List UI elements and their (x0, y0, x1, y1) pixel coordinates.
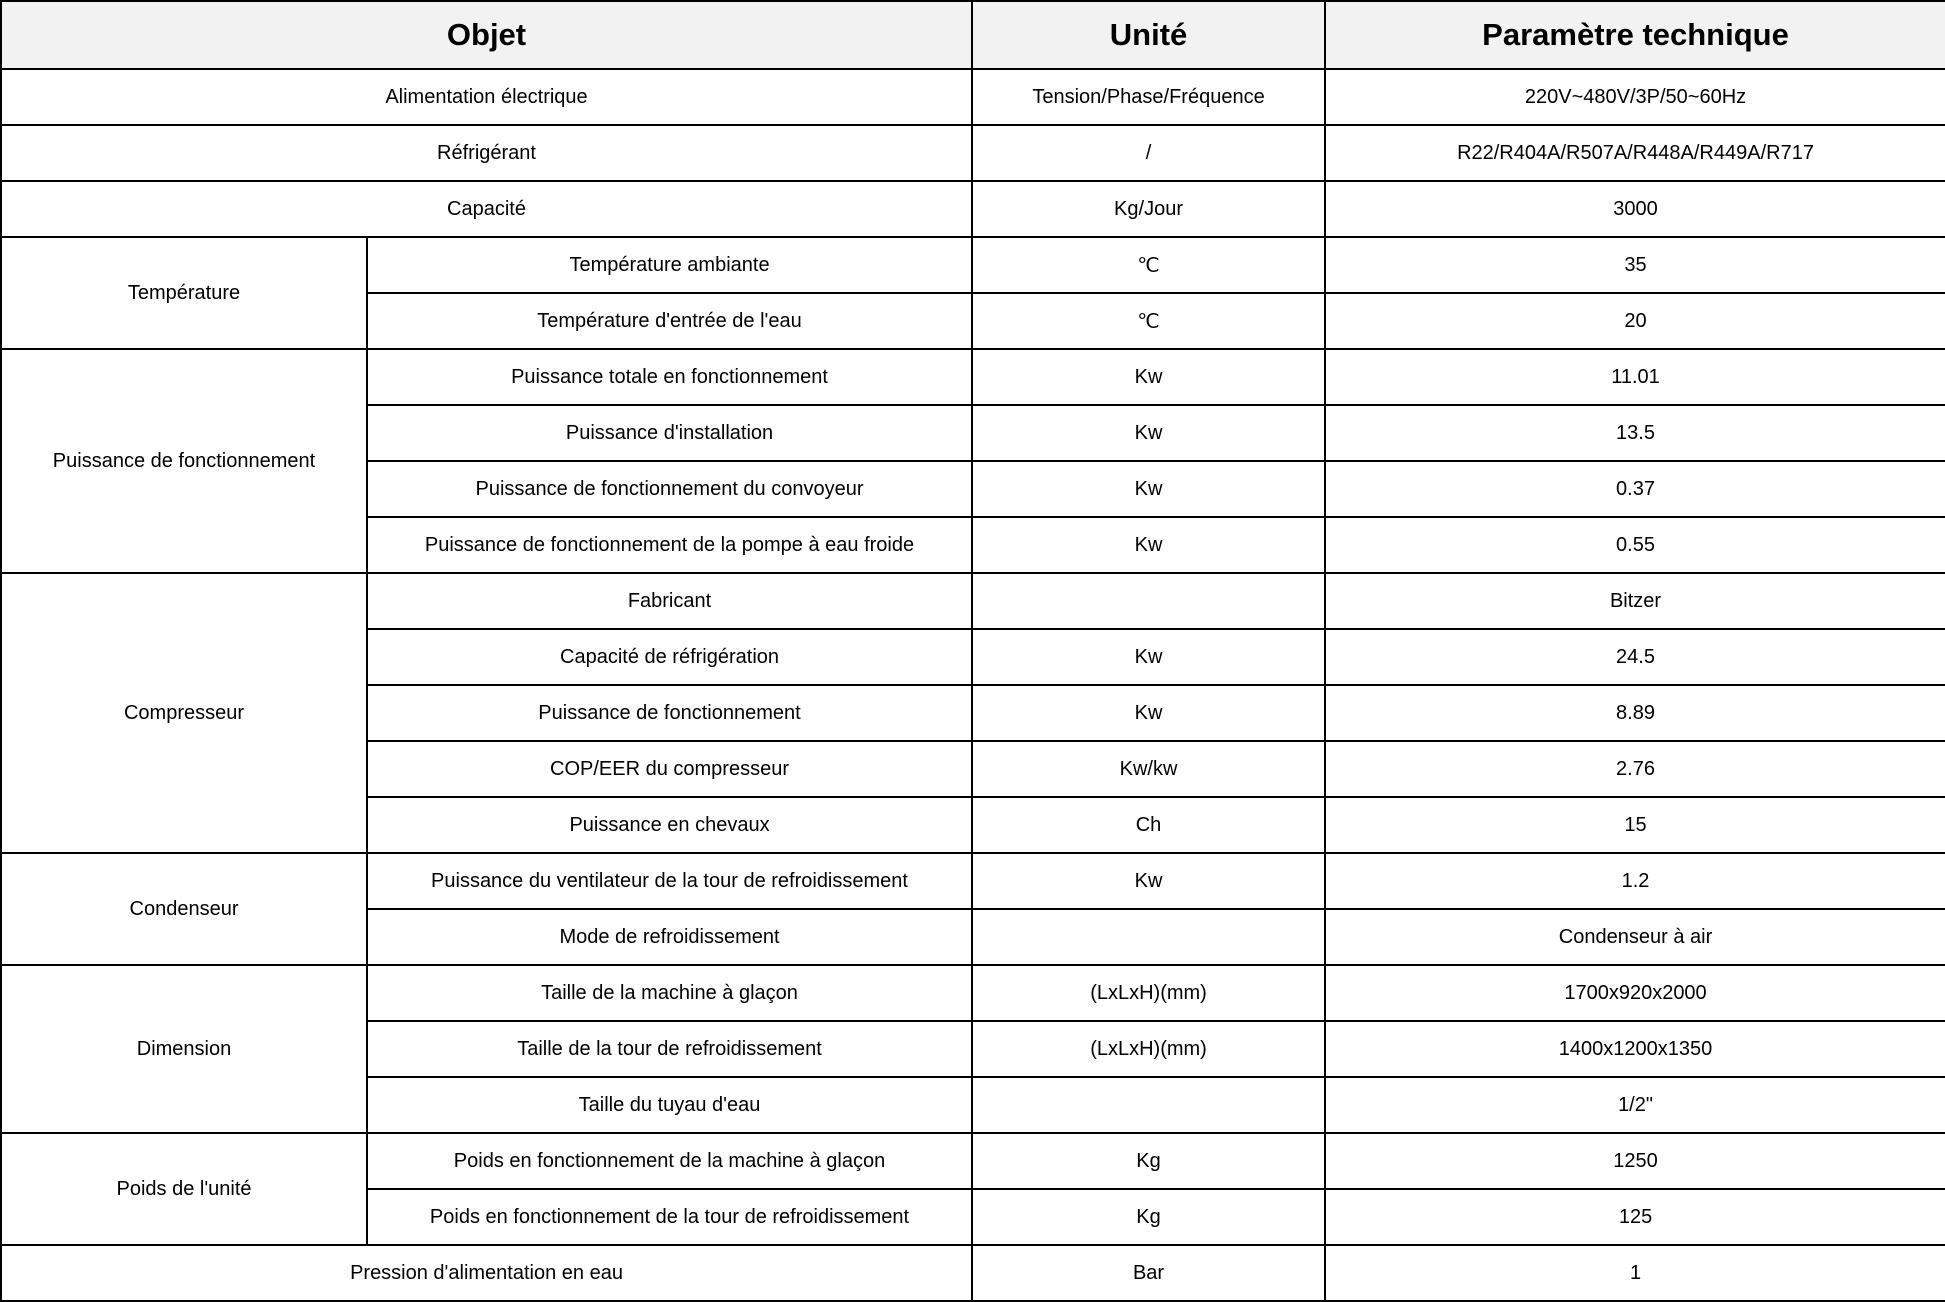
row-value: 20 (1324, 292, 1945, 350)
row-unit: Kw (971, 348, 1327, 406)
row-unit: Kg (971, 1132, 1327, 1190)
row-label: Capacité de réfrigération (365, 628, 974, 686)
table-row: Alimentation électrique Tension/Phase/Fré… (0, 68, 1945, 126)
row-label: Taille du tuyau d'eau (365, 1076, 974, 1134)
row-label: Poids en fonctionnement de la machine à … (365, 1132, 974, 1190)
table-row: Puissance d'installation Kw 13.5 (1, 404, 1945, 462)
row-unit: Kg/Jour (971, 180, 1327, 238)
row-label: Réfrigérant (0, 124, 974, 182)
table-row: Puissance de fonctionnement du convoyeur… (1, 460, 1945, 518)
table-row: Poids de l'unité Poids en fonctionnement … (0, 1132, 1945, 1246)
row-label: Puissance de fonctionnement (365, 684, 974, 742)
table-row: Compresseur Fabricant Bitzer (0, 572, 1945, 854)
table-row: Taille du tuyau d'eau 1/2" (1, 1076, 1945, 1134)
row-value: 1/2" (1324, 1076, 1945, 1134)
group-label: Puissance de fonctionnement (0, 348, 368, 574)
row-label: Température ambiante (365, 236, 974, 294)
row-value: 3000 (1324, 180, 1945, 238)
row-unit: Tension/Phase/Fréquence (971, 68, 1327, 126)
table-row: Mode de refroidissement Condenseur à air (1, 908, 1945, 966)
group-label: Compresseur (0, 572, 368, 854)
row-unit: Kg (971, 1188, 1327, 1246)
table-row: Pression d'alimentation en eau Bar 1 (0, 1244, 1945, 1302)
row-label: Fabricant (365, 572, 974, 630)
row-value: 1 (1324, 1244, 1945, 1302)
row-unit: (LxLxH)(mm) (971, 1020, 1327, 1078)
row-value: 0.37 (1324, 460, 1945, 518)
group-label: Poids de l'unité (0, 1132, 368, 1246)
table-row: Température Température ambiante ℃ 35 (0, 236, 1945, 350)
table-row: Condenseur Puissance du ventilateur de la… (0, 852, 1945, 966)
row-value: 125 (1324, 1188, 1945, 1246)
header-objet: Objet (0, 0, 974, 70)
header-unite: Unité (971, 0, 1327, 70)
row-unit: ℃ (971, 292, 1327, 350)
row-value: 8.89 (1324, 684, 1945, 742)
row-label: Poids en fonctionnement de la tour de re… (365, 1188, 974, 1246)
row-unit (971, 908, 1327, 966)
row-label: Puissance du ventilateur de la tour de r… (365, 852, 974, 910)
row-label: Puissance de fonctionnement de la pompe … (365, 516, 974, 574)
table-row: Puissance de fonctionnement Puissance tot… (0, 348, 1945, 574)
row-value: 13.5 (1324, 404, 1945, 462)
group-label: Dimension (0, 964, 368, 1134)
row-label: Puissance d'installation (365, 404, 974, 462)
row-unit: Kw/kw (971, 740, 1327, 798)
row-label: Puissance totale en fonctionnement (365, 348, 974, 406)
row-label: Taille de la machine à glaçon (365, 964, 974, 1022)
table-row: Puissance de fonctionnement de la pompe … (1, 516, 1945, 574)
row-value: 35 (1324, 236, 1945, 294)
row-unit: Kw (971, 516, 1327, 574)
row-value: R22/R404A/R507A/R448A/R449A/R717 (1324, 124, 1945, 182)
row-value: 1.2 (1324, 852, 1945, 910)
row-value: Bitzer (1324, 572, 1945, 630)
row-label: Capacité (0, 180, 974, 238)
row-unit: Kw (971, 460, 1327, 518)
row-label: Taille de la tour de refroidissement (365, 1020, 974, 1078)
row-value: 1700x920x2000 (1324, 964, 1945, 1022)
row-value: 1400x1200x1350 (1324, 1020, 1945, 1078)
row-value: 15 (1324, 796, 1945, 854)
row-unit: Kw (971, 404, 1327, 462)
header-row: Objet Unité Paramètre technique (0, 0, 1945, 70)
row-unit: Bar (971, 1244, 1327, 1302)
row-label: Température d'entrée de l'eau (365, 292, 974, 350)
row-value: 1250 (1324, 1132, 1945, 1190)
row-label: Puissance de fonctionnement du convoyeur (365, 460, 974, 518)
row-unit: Kw (971, 684, 1327, 742)
row-label: Puissance en chevaux (365, 796, 974, 854)
table-row: Puissance de fonctionnement Kw 8.89 (1, 684, 1945, 742)
row-value: 2.76 (1324, 740, 1945, 798)
table-row: Puissance en chevaux Ch 15 (1, 796, 1945, 854)
header-parametre: Paramètre technique (1324, 0, 1945, 70)
row-unit: Ch (971, 796, 1327, 854)
table-row: Dimension Taille de la machine à glaçon (L… (0, 964, 1945, 1134)
group-label: Température (0, 236, 368, 350)
row-value: 0.55 (1324, 516, 1945, 574)
row-unit: ℃ (971, 236, 1327, 294)
table-row: Capacité de réfrigération Kw 24.5 (1, 628, 1945, 686)
table-row: Réfrigérant / R22/R404A/R507A/R448A/R449A/… (0, 124, 1945, 182)
row-label: Pression d'alimentation en eau (0, 1244, 974, 1302)
row-value: 24.5 (1324, 628, 1945, 686)
table-row: COP/EER du compresseur Kw/kw 2.76 (1, 740, 1945, 798)
row-unit (971, 572, 1327, 630)
row-unit: Kw (971, 628, 1327, 686)
row-unit: / (971, 124, 1327, 182)
row-unit: (LxLxH)(mm) (971, 964, 1327, 1022)
table-row: Taille de la tour de refroidissement (LxL… (1, 1020, 1945, 1078)
row-unit: Kw (971, 852, 1327, 910)
row-label: COP/EER du compresseur (365, 740, 974, 798)
table-row: Poids en fonctionnement de la tour de re… (1, 1188, 1945, 1246)
table-row: Capacité Kg/Jour 3000 (0, 180, 1945, 238)
row-value: Condenseur à air (1324, 908, 1945, 966)
row-unit (971, 1076, 1327, 1134)
row-value: 220V~480V/3P/50~60Hz (1324, 68, 1945, 126)
row-value: 11.01 (1324, 348, 1945, 406)
group-label: Condenseur (0, 852, 368, 966)
row-label: Mode de refroidissement (365, 908, 974, 966)
row-label: Alimentation électrique (0, 68, 974, 126)
